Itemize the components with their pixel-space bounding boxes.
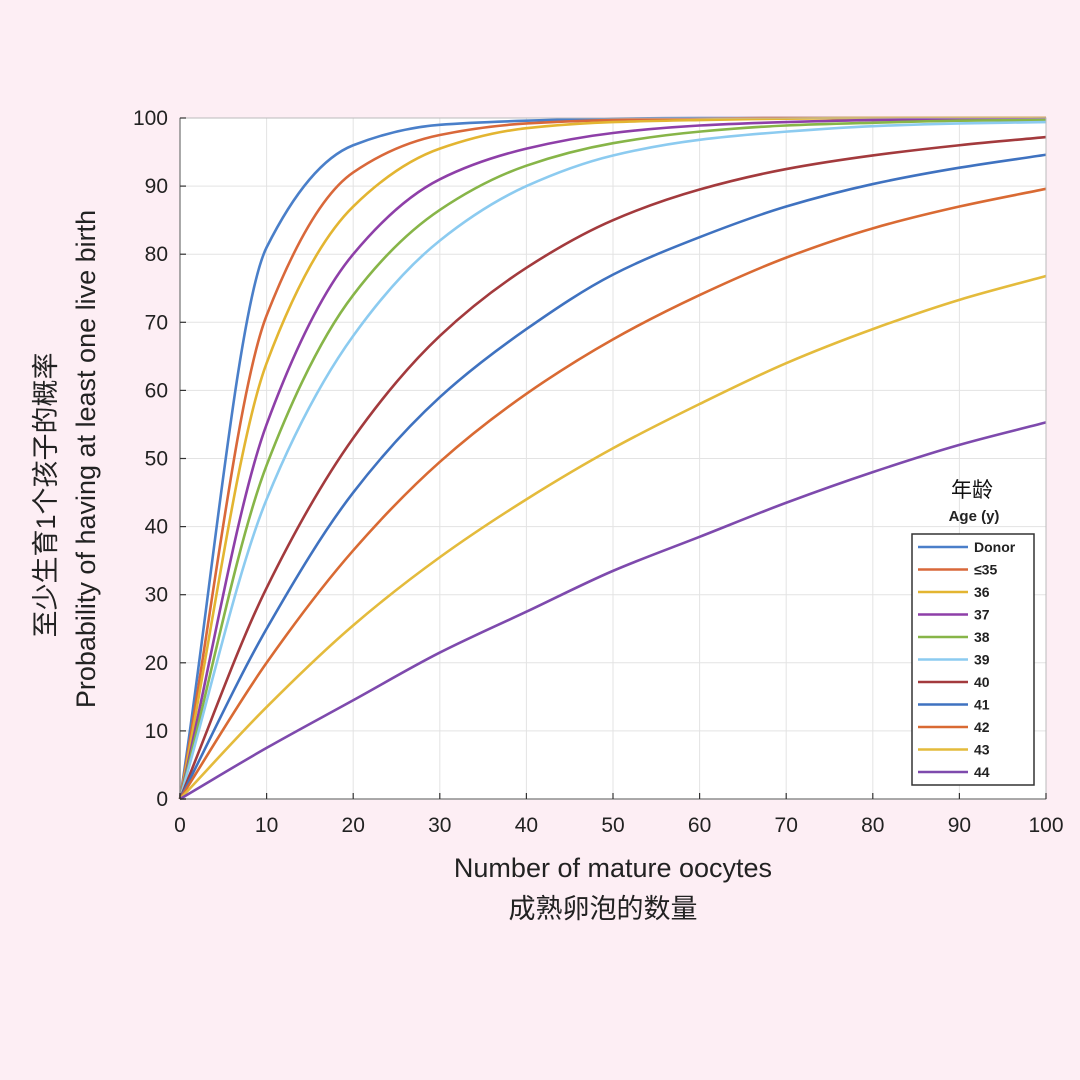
series-line-5	[178, 120, 1047, 800]
x-tick-label: 40	[515, 814, 538, 837]
y-tick-label: 30	[145, 584, 168, 607]
tick-labels: 0 10 20 30 40 50 60 70 80 90 100 0 10 20 30 40 50 60 70 80 9…	[133, 107, 1064, 837]
legend-label: 42	[974, 719, 990, 735]
legend-label: 37	[974, 607, 990, 623]
series-line-4	[178, 118, 1047, 800]
legend-label: 39	[974, 652, 990, 668]
y-tick-label: 60	[145, 379, 168, 402]
y-tick-label: 70	[145, 311, 168, 334]
legend-label: ≤35	[974, 562, 997, 578]
y-tick-label: 80	[145, 243, 168, 266]
x-tick-label: 0	[174, 814, 186, 837]
y-tick-label: 50	[145, 448, 168, 471]
y-axis-title: Probability of having at least one live …	[71, 210, 101, 708]
x-tick-label: 90	[948, 814, 971, 837]
series-line-3	[178, 117, 1047, 800]
legend-label: 43	[974, 742, 990, 758]
grid	[179, 117, 1047, 800]
legend-title-cn: 年龄	[951, 478, 993, 502]
series-line-8	[178, 187, 1047, 800]
y-tick-label: 20	[145, 652, 168, 675]
x-tick-label: 30	[428, 814, 451, 837]
legend-label: 44	[974, 764, 990, 780]
x-tick-label: 60	[688, 814, 711, 837]
y-axis-title-cn: 至少生育1个孩子的概率	[31, 352, 61, 637]
axes	[179, 117, 1047, 800]
y-tick-label: 90	[145, 175, 168, 198]
series-line-6	[178, 135, 1047, 800]
legend-label: 41	[974, 697, 990, 713]
x-tick-label: 20	[342, 814, 365, 837]
series-line-7	[178, 153, 1047, 800]
legend-label: 36	[974, 584, 990, 600]
y-tick-label: 10	[145, 720, 168, 743]
legend-label: 38	[974, 629, 990, 645]
x-tick-label: 80	[861, 814, 884, 837]
legend-label: Donor	[974, 539, 1016, 555]
x-tick-label: 70	[775, 814, 798, 837]
series-lines	[178, 116, 1047, 801]
y-tick-label: 0	[156, 788, 168, 811]
legend-title: Age (y)	[949, 508, 1000, 525]
x-tick-label: 100	[1028, 814, 1063, 837]
x-axis-title: Number of mature oocytes	[454, 853, 772, 883]
x-axis-title-cn: 成熟卵泡的数量	[509, 894, 698, 924]
legend-label: 40	[974, 674, 990, 690]
x-tick-label: 50	[601, 814, 624, 837]
x-tick-label: 10	[255, 814, 278, 837]
y-tick-label: 100	[133, 107, 168, 130]
legend: Donor ≤35 36 37 38 39 40 41 42 43 44	[911, 533, 1035, 786]
series-line-9	[179, 274, 1047, 800]
series-line-10	[179, 421, 1047, 801]
y-tick-label: 40	[145, 516, 168, 539]
